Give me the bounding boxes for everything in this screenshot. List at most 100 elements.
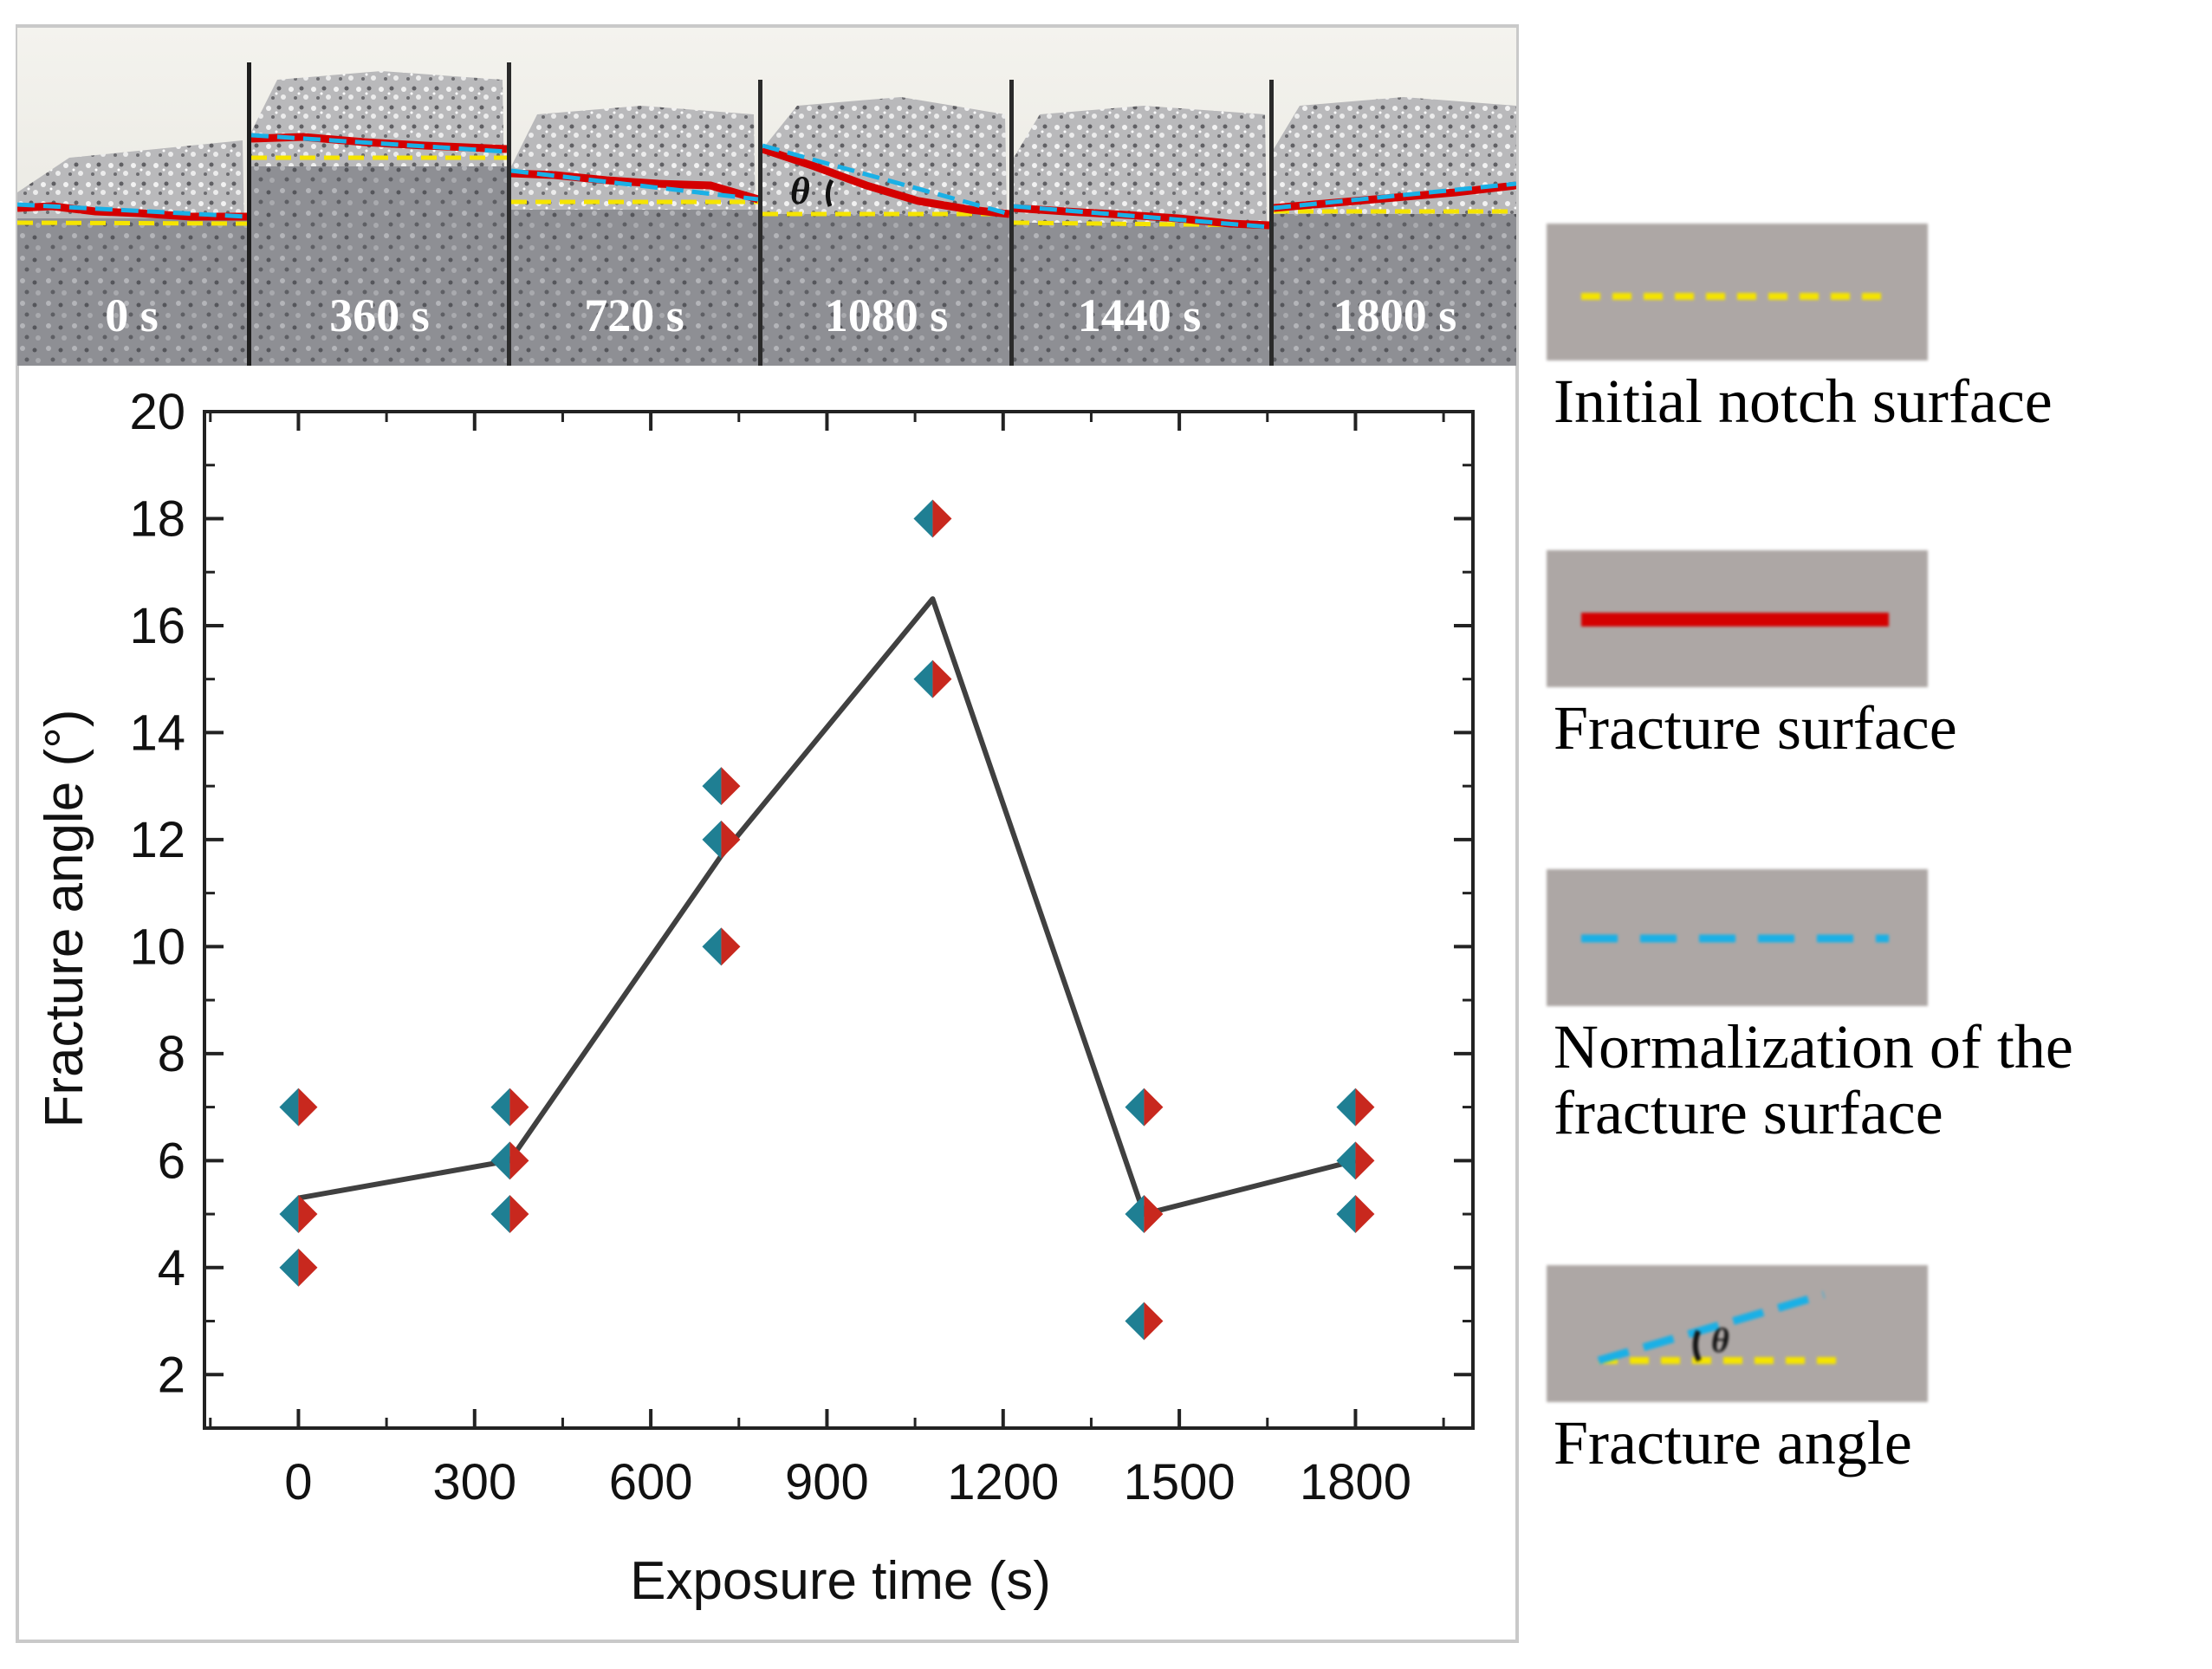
x-tick-label: 900: [785, 1454, 869, 1510]
photo-label-360s: 360 s: [329, 289, 430, 341]
y-tick-label: 4: [158, 1240, 185, 1296]
photo-label-0s: 0 s: [105, 289, 159, 341]
data-point-diamond: [279, 1088, 318, 1127]
diamond-left-half: [702, 820, 722, 859]
diamond-right-half: [1355, 1088, 1375, 1127]
diamond-right-half: [298, 1088, 318, 1127]
data-point-diamond: [279, 1248, 318, 1287]
x-tick-label: 1800: [1300, 1454, 1411, 1510]
data-point-diamond: [1336, 1088, 1375, 1127]
diamond-left-half: [279, 1195, 299, 1234]
data-point-diamond: [1125, 1088, 1164, 1127]
legend-swatch-normalization: [1547, 869, 1928, 1006]
y-tick-label: 2: [158, 1347, 185, 1403]
mean-line: [297, 596, 1357, 1218]
legend-label-normalization: Normalization of the fracture surface: [1554, 1012, 2073, 1147]
y-axis-title: Fracture angle (°): [35, 709, 94, 1127]
legend-theta: θ: [1711, 1321, 1729, 1360]
diamond-left-half: [1125, 1302, 1145, 1341]
diamond-right-half: [932, 659, 952, 698]
diamond-left-half: [1336, 1141, 1356, 1180]
legend-label-fracture-angle: Fracture angle: [1554, 1408, 1912, 1477]
specimen-1080s: θ: [761, 97, 1010, 366]
x-axis-title: Exposure time (s): [630, 1551, 1051, 1611]
yellow-dashed-line-icon: [1581, 293, 1889, 300]
legend-swatch-fracture-angle: θ: [1547, 1265, 1928, 1402]
diamond-left-half: [490, 1088, 510, 1127]
data-point-diamond: [702, 820, 741, 859]
y-tick-label: 6: [158, 1133, 185, 1189]
diamond-left-half: [702, 767, 722, 806]
diamond-left-half: [490, 1141, 510, 1180]
diamond-right-half: [721, 820, 741, 859]
legend-swatch-fracture-surface: [1547, 550, 1928, 687]
x-tick-label: 600: [609, 1454, 693, 1510]
blue-dashed-line-icon: [1581, 934, 1889, 943]
diamond-right-half: [509, 1195, 529, 1234]
diamond-right-half: [298, 1248, 318, 1287]
data-point-diamond: [1336, 1195, 1375, 1234]
legend-label-normalization-line1: Normalization of the: [1554, 1012, 2073, 1081]
diamond-right-half: [1144, 1195, 1164, 1234]
y-tick-label: 18: [129, 490, 185, 547]
legend-label-normalization-line2: fracture surface: [1554, 1077, 1943, 1147]
photo-label-1440s: 1440 s: [1078, 289, 1202, 341]
diamond-right-half: [932, 499, 952, 538]
diamond-right-half: [298, 1195, 318, 1234]
diamond-right-half: [721, 927, 741, 966]
photo-label-1800s: 1800 s: [1333, 289, 1457, 341]
x-tick-label: 300: [432, 1454, 516, 1510]
specimen-0s: [17, 140, 248, 366]
diamond-left-half: [1336, 1088, 1356, 1127]
x-tick-label: 0: [284, 1454, 312, 1510]
legend-label-initial-notch: Initial notch surface: [1554, 367, 2053, 436]
plot-frame: [203, 410, 1475, 1430]
data-point-diamond: [913, 659, 952, 698]
diamond-left-half: [913, 499, 933, 538]
diamond-left-half: [279, 1248, 299, 1287]
diamond-left-half: [279, 1088, 299, 1127]
specimen-photo-strip: θ 0 s 360 s 720 s 1080 s 1440 s 1800 s: [17, 28, 1516, 366]
specimen-1800s: [1273, 97, 1516, 366]
y-tick-label: 14: [129, 705, 185, 761]
y-tick-label: 12: [129, 812, 185, 868]
data-point-diamond: [490, 1088, 529, 1127]
data-point-diamond: [490, 1195, 529, 1234]
y-tick-label: 20: [129, 384, 185, 440]
diamond-left-half: [1125, 1195, 1145, 1234]
diamond-right-half: [1144, 1302, 1164, 1341]
y-tick-label: 10: [129, 919, 185, 975]
data-point-diamond: [702, 927, 741, 966]
data-point-diamond: [913, 499, 952, 538]
diamond-right-half: [509, 1141, 529, 1180]
y-tick-label: 8: [158, 1026, 185, 1082]
data-point-diamond: [1125, 1302, 1164, 1341]
red-solid-line-icon: [1581, 613, 1889, 627]
data-point-diamond: [1125, 1195, 1164, 1234]
diamond-left-half: [1336, 1195, 1356, 1234]
specimen-720s: [510, 106, 760, 366]
photo-label-1080s: 1080 s: [825, 289, 949, 341]
data-point-diamond: [1336, 1141, 1375, 1180]
specimen-1440s: [1013, 106, 1270, 366]
diamond-right-half: [721, 767, 741, 806]
angle-icon: θ: [1597, 1290, 1841, 1365]
photo-label-720s: 720 s: [584, 289, 684, 341]
legend-swatch-initial-notch: [1547, 224, 1928, 360]
diamond-right-half: [1144, 1088, 1164, 1127]
diamond-left-half: [913, 659, 933, 698]
x-tick-label: 1500: [1124, 1454, 1236, 1510]
diamond-left-half: [702, 927, 722, 966]
diamond-right-half: [1355, 1141, 1375, 1180]
theta-symbol: θ: [790, 170, 810, 212]
data-point-diamond: [702, 767, 741, 806]
data-point-diamond: [490, 1141, 529, 1180]
data-point-diamond: [279, 1195, 318, 1234]
specimen-360s: [250, 71, 508, 366]
diamond-left-half: [490, 1195, 510, 1234]
x-tick-label: 1200: [947, 1454, 1059, 1510]
diamond-right-half: [1355, 1195, 1375, 1234]
y-tick-label: 16: [129, 598, 185, 654]
diamond-left-half: [1125, 1088, 1145, 1127]
